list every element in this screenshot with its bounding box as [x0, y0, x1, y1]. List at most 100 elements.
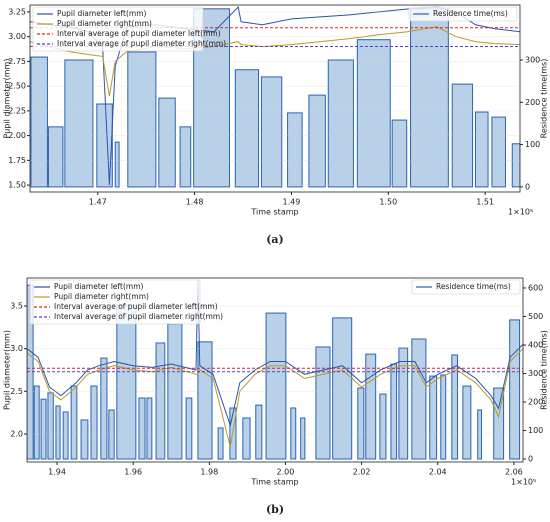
y-tick-label: 3.00	[8, 32, 26, 41]
bar	[300, 417, 306, 460]
bar	[127, 51, 157, 188]
x-tick-label: 2.04	[429, 468, 447, 477]
line	[30, 26, 520, 97]
bar	[114, 141, 120, 188]
plot	[27, 280, 523, 460]
bar	[440, 374, 447, 460]
x-multiplier: 1×10⁵	[508, 208, 533, 217]
y2-axis-label: Residence time(ms)	[540, 59, 549, 139]
caption: (b)	[266, 503, 284, 516]
x-tick-label: 2.02	[353, 468, 371, 477]
x-multiplier: 1×10⁵	[511, 478, 536, 487]
y-tick-label: 2.75	[8, 57, 26, 66]
plot-frame	[26, 277, 524, 463]
bar	[411, 338, 427, 460]
y2-tick-label: 400	[528, 340, 543, 349]
bar	[260, 76, 283, 188]
y2-tick-label: 300	[528, 369, 543, 378]
bar	[138, 397, 146, 460]
panel: 1.47 1.48 1.49 1.50 1.51 1.50 1.75 2.00 2.25 2.50…	[3, 4, 549, 246]
bar	[429, 375, 438, 460]
panel: 1.94 1.96 1.98 2.00 2.02 2.04 2.06 2.0 2.5 3.0 3.5…	[3, 277, 549, 516]
legend-label: Residence time(ms)	[433, 9, 508, 18]
y-tick-label: 2.25	[8, 106, 26, 115]
legend-label: Interval average of pupil diameter left(…	[54, 302, 218, 311]
bar	[185, 397, 193, 460]
bar	[242, 417, 251, 460]
y-axis-label: Pupil diameter(mm)	[3, 330, 12, 410]
y-tick-label: 1.75	[8, 156, 26, 165]
bar	[108, 409, 115, 460]
bar	[234, 69, 260, 188]
bar	[100, 357, 108, 460]
y-tick-label: 2.50	[8, 82, 26, 91]
y-tick-label: 3.25	[8, 7, 26, 16]
bar	[146, 397, 153, 460]
x-tick-label: 1.98	[200, 468, 218, 477]
bar	[158, 97, 176, 188]
legend-label: Interval average of pupil diameter right…	[57, 39, 226, 48]
bar	[462, 385, 472, 460]
bar	[64, 59, 94, 188]
legend-box	[29, 279, 201, 325]
bar	[255, 404, 263, 460]
bar	[356, 39, 391, 188]
x-axis-label: Time stamp	[250, 208, 298, 217]
bar	[451, 354, 459, 460]
y2-axis-label: Residence time(ms)	[540, 330, 549, 410]
y2-tick-label: 100	[528, 426, 543, 435]
bar	[40, 398, 47, 460]
bar	[179, 126, 192, 188]
bar	[357, 387, 365, 460]
x-tick-label: 2.00	[277, 468, 295, 477]
y-tick-label: 1.50	[8, 181, 26, 190]
bar	[509, 319, 521, 460]
bar	[477, 409, 483, 460]
y2-tick-label: 0	[528, 455, 533, 464]
y-axis-label: Pupil diameter(mm)	[3, 59, 12, 139]
legend-label: Pupil diameter left(mm)	[57, 9, 147, 18]
bar	[30, 56, 48, 188]
y-tick-label: 2.5	[10, 387, 23, 396]
x-tick-label: 2.06	[505, 468, 523, 477]
bar	[287, 112, 303, 188]
x-tick-label: 1.51	[476, 198, 494, 207]
bar	[47, 126, 64, 188]
y2-tick-label: 600	[528, 283, 543, 292]
legend-box	[408, 6, 518, 22]
bar	[290, 407, 297, 460]
legend-label: Pupil diameter left(mm)	[54, 282, 144, 291]
bar	[308, 94, 326, 188]
x-tick-label: 1.49	[283, 198, 301, 207]
legend-label: Residence time(ms)	[436, 282, 511, 291]
y2-tick-label: 200	[528, 397, 543, 406]
bar	[70, 385, 78, 460]
y2-tick-label: 0	[525, 182, 530, 191]
bar	[332, 317, 353, 460]
bar	[493, 387, 505, 460]
bar	[55, 405, 61, 460]
plot-frame	[29, 4, 521, 193]
bar	[80, 419, 89, 460]
bar	[265, 312, 287, 460]
legend-label: Pupil diameter right(mm)	[54, 292, 149, 301]
bar	[116, 304, 137, 460]
bar	[410, 8, 449, 188]
bar	[155, 342, 166, 460]
bar	[390, 363, 398, 460]
bar	[47, 392, 54, 460]
y-tick-label: 2.0	[10, 430, 23, 439]
x-tick-label: 1.47	[89, 198, 107, 207]
y2-tick-label: 300	[525, 56, 540, 65]
bar	[379, 393, 387, 460]
y2-tick-label: 200	[525, 98, 540, 107]
y2-tick-label: 500	[528, 312, 543, 321]
bar	[365, 353, 377, 460]
bar	[511, 143, 520, 188]
x-tick-label: 1.96	[124, 468, 142, 477]
legend-label: Interval average of pupil diameter left(…	[57, 29, 221, 38]
bar	[491, 116, 506, 188]
plot	[30, 5, 520, 188]
